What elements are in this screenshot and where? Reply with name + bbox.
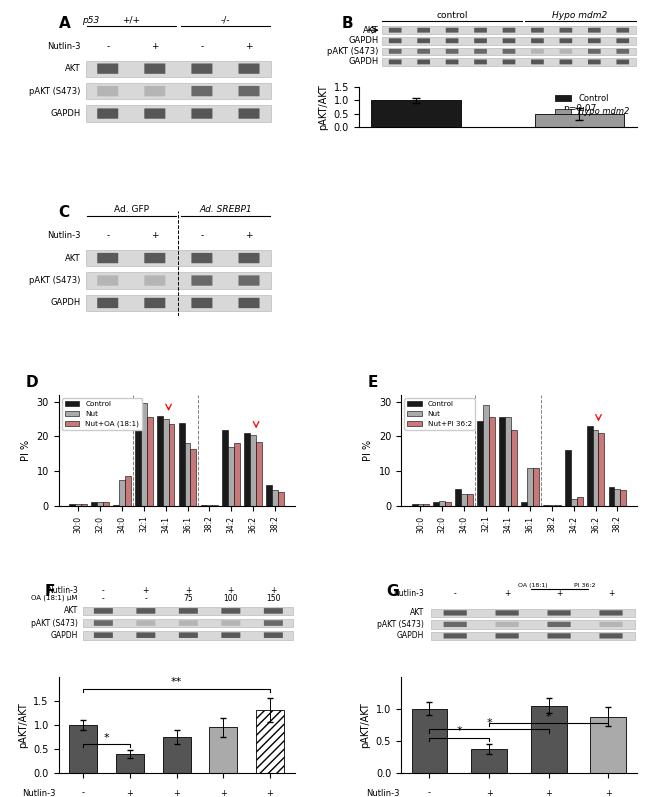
- Bar: [116, 754, 144, 773]
- Text: *: *: [104, 732, 109, 743]
- Bar: [70, 724, 98, 773]
- Y-axis label: PI %: PI %: [363, 440, 373, 461]
- Text: Nutlin-3: Nutlin-3: [366, 788, 400, 797]
- Bar: [411, 709, 447, 773]
- Bar: [97, 502, 103, 506]
- Bar: [250, 434, 256, 506]
- Bar: [534, 114, 625, 127]
- Bar: [157, 415, 162, 506]
- Text: +: +: [173, 788, 180, 797]
- Bar: [587, 426, 593, 506]
- Text: -: -: [428, 788, 431, 797]
- Bar: [608, 487, 614, 506]
- Bar: [505, 418, 511, 506]
- Bar: [103, 502, 109, 506]
- Bar: [125, 477, 131, 506]
- Bar: [278, 492, 284, 506]
- Bar: [467, 494, 473, 506]
- Bar: [531, 705, 567, 773]
- Bar: [162, 737, 190, 773]
- Bar: [571, 499, 577, 506]
- Bar: [179, 422, 185, 506]
- Bar: [577, 497, 582, 506]
- Text: +: +: [486, 788, 493, 797]
- Bar: [135, 430, 141, 506]
- Text: A: A: [58, 16, 70, 31]
- Text: B: B: [342, 16, 354, 31]
- Bar: [511, 430, 517, 506]
- Text: D: D: [25, 375, 38, 391]
- Y-axis label: pAKT/AKT: pAKT/AKT: [318, 84, 328, 130]
- Bar: [234, 443, 240, 506]
- Bar: [423, 505, 430, 506]
- Bar: [209, 728, 237, 773]
- Text: -: -: [82, 788, 85, 797]
- Bar: [521, 502, 527, 506]
- Bar: [439, 501, 445, 506]
- Bar: [162, 419, 168, 506]
- Text: +: +: [545, 788, 552, 797]
- Text: G: G: [387, 584, 399, 599]
- Text: +: +: [266, 788, 274, 797]
- Bar: [593, 430, 599, 506]
- Bar: [272, 490, 278, 506]
- Bar: [371, 100, 461, 127]
- Bar: [599, 433, 604, 506]
- Bar: [141, 403, 147, 506]
- Bar: [266, 485, 272, 506]
- Bar: [256, 442, 262, 506]
- Bar: [70, 505, 75, 506]
- Legend: Control, Hypo mdm2: Control, Hypo mdm2: [551, 91, 633, 120]
- Text: F: F: [44, 584, 55, 599]
- Bar: [489, 418, 495, 506]
- Bar: [620, 490, 626, 506]
- Text: +: +: [220, 788, 227, 797]
- Text: Nutlin-3: Nutlin-3: [21, 788, 55, 797]
- Bar: [565, 450, 571, 506]
- Bar: [445, 502, 451, 506]
- Y-axis label: pAKT/AKT: pAKT/AKT: [18, 702, 28, 748]
- Bar: [483, 405, 489, 506]
- Bar: [185, 443, 190, 506]
- Text: *: *: [546, 712, 552, 721]
- Bar: [81, 505, 87, 506]
- Bar: [417, 505, 423, 506]
- Bar: [222, 430, 228, 506]
- Text: *: *: [456, 726, 462, 736]
- Bar: [228, 447, 234, 506]
- Text: *: *: [486, 718, 492, 728]
- Bar: [499, 418, 505, 506]
- Bar: [168, 424, 174, 506]
- Bar: [434, 502, 439, 506]
- Y-axis label: pAKT/AKT: pAKT/AKT: [360, 702, 370, 748]
- Bar: [590, 717, 626, 773]
- Bar: [119, 480, 125, 506]
- Bar: [75, 505, 81, 506]
- Text: +: +: [605, 788, 612, 797]
- Bar: [533, 468, 539, 506]
- Legend: Control, Nut, Nut+PI 36:2: Control, Nut, Nut+PI 36:2: [404, 398, 474, 430]
- Legend: Control, Nut, Nut+OA (18:1): Control, Nut, Nut+OA (18:1): [62, 398, 142, 430]
- Bar: [411, 505, 417, 506]
- Bar: [462, 494, 467, 506]
- Bar: [471, 748, 507, 773]
- Bar: [190, 449, 196, 506]
- Text: C: C: [58, 206, 70, 220]
- Text: p=0.07: p=0.07: [563, 104, 596, 112]
- Text: **: **: [171, 677, 182, 687]
- Bar: [614, 489, 620, 506]
- Bar: [527, 468, 533, 506]
- Text: E: E: [368, 375, 378, 391]
- Y-axis label: PI %: PI %: [21, 440, 31, 461]
- Bar: [91, 502, 97, 506]
- Bar: [244, 433, 250, 506]
- Bar: [456, 489, 462, 506]
- Text: +: +: [127, 788, 133, 797]
- Bar: [113, 505, 119, 506]
- Bar: [477, 421, 483, 506]
- Bar: [256, 710, 284, 773]
- Bar: [147, 418, 153, 506]
